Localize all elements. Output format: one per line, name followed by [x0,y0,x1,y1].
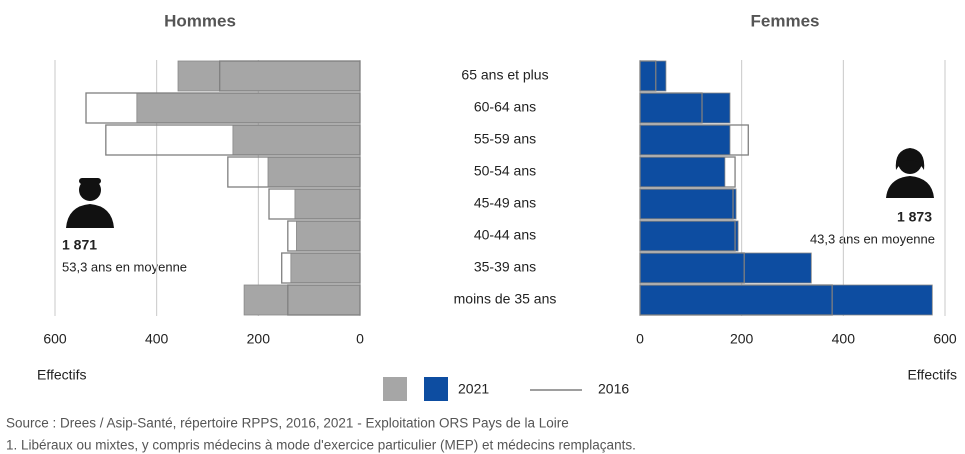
category-label: 65 ans et plus [461,67,548,83]
x-tick-label: 600 [43,331,67,347]
bar [296,220,361,252]
outline-bar [639,284,833,316]
bar [294,188,361,220]
legend-label: 2021 [458,381,489,397]
chart-title: Hommes [164,11,236,30]
outline-bar [287,220,361,252]
bar [639,252,812,284]
bar [136,92,361,124]
outline-bar [281,252,361,284]
category-label: 40-44 ans [474,227,536,243]
doctor-icon-male [66,178,114,228]
source: Source : Drees / Asip-Santé, répertoire … [6,416,569,431]
outline-bar [268,188,361,220]
x-tick-label: 400 [832,331,856,347]
legend-swatch [383,377,407,401]
x-tick-label: 400 [145,331,169,347]
total-label: 1 871 [62,237,97,253]
x-tick-label: 0 [356,331,364,347]
bar [639,284,933,316]
outline-bar [85,92,361,124]
annotation: 53,3 ans en moyenne [62,259,187,274]
category-label: 35-39 ans [474,259,536,275]
outline-bar [639,156,736,188]
bar [639,220,739,252]
bar [232,124,361,156]
bar [243,284,361,316]
category-label: 60-64 ans [474,99,536,115]
outline-bar [105,124,361,156]
note: 1. Libéraux ou mixtes, y compris médecin… [6,438,636,453]
category-label: moins de 35 ans [454,291,557,307]
outline-bar [639,220,736,252]
category-label: 45-49 ans [474,195,536,211]
x-tick-label: 0 [636,331,644,347]
total-label: 1 873 [897,209,932,225]
x-axis-label: Effectifs [907,367,957,383]
bar [639,124,731,156]
outline-bar [639,124,749,156]
x-tick-label: 200 [730,331,754,347]
outline-bar [219,60,361,92]
bar [267,156,361,188]
bar [639,188,737,220]
bar [290,252,361,284]
category-label: 50-54 ans [474,163,536,179]
legend-swatch [424,377,448,401]
legend-label: 2016 [598,381,629,397]
bar [639,156,726,188]
bar [639,92,731,124]
doctor-icon-female [886,148,934,198]
outline-bar [639,92,703,124]
bar [177,60,361,92]
x-tick-label: 600 [933,331,957,347]
outline-bar [287,284,361,316]
x-axis-label: Effectifs [37,367,87,383]
outline-bar [639,252,745,284]
outline-bar [639,60,657,92]
x-tick-label: 200 [247,331,271,347]
outline-bar [639,188,734,220]
chart-title: Femmes [751,11,820,30]
category-label: 55-59 ans [474,131,536,147]
bar [639,60,667,92]
annotation: 43,3 ans en moyenne [810,231,935,246]
outline-bar [227,156,361,188]
